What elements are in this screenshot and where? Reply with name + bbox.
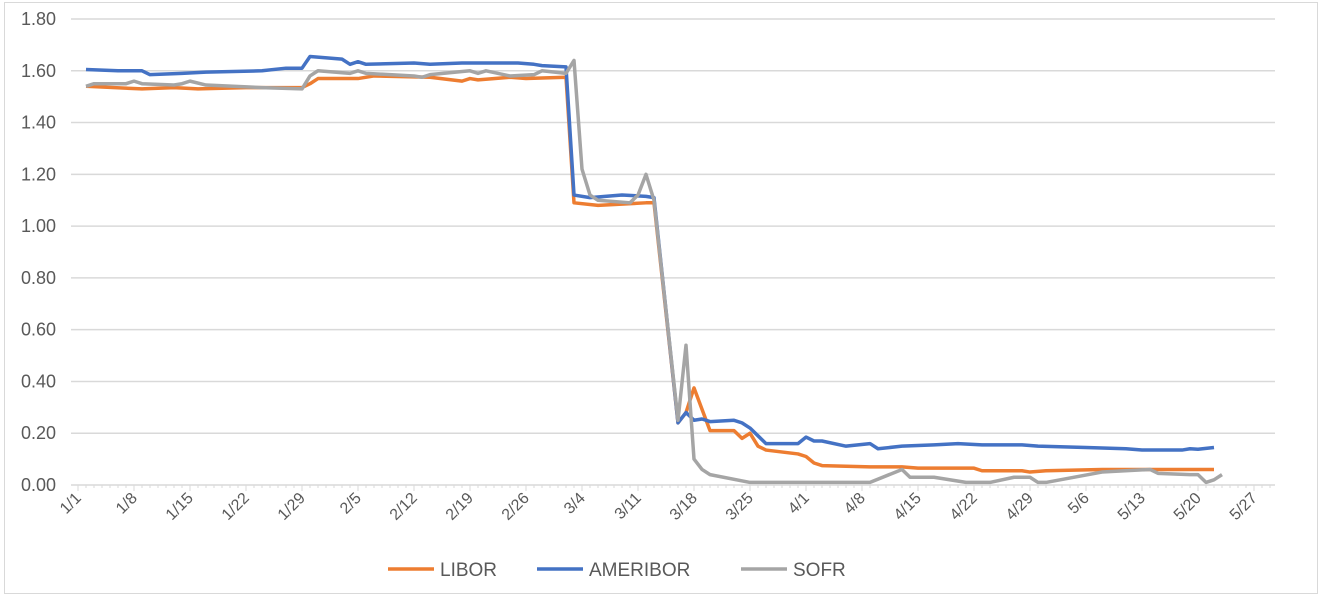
x-tick-label: 4/22: [947, 490, 981, 524]
x-tick-label: 5/20: [1171, 490, 1205, 524]
chart-frame: [4, 2, 1318, 594]
y-tick-label: 1.60: [21, 61, 56, 81]
x-tick-label: 3/18: [667, 490, 701, 524]
series-line-ameribor: [85, 54, 1215, 452]
x-tick-label: 4/1: [785, 490, 813, 518]
x-tick-label: 1/29: [275, 490, 309, 524]
x-tick-label: 1/15: [163, 490, 197, 524]
y-tick-label: 0.60: [21, 320, 56, 340]
x-tick-label: 4/15: [891, 490, 925, 524]
y-tick-label: 1.40: [21, 113, 56, 133]
y-tick-label: 1.00: [21, 216, 56, 236]
legend-label: SOFR: [793, 560, 846, 581]
y-tick-label: 0.80: [21, 268, 56, 288]
y-tick-label: 0.40: [21, 371, 56, 391]
x-tick-label: 2/26: [499, 490, 533, 524]
x-tick-label: 2/5: [337, 490, 365, 518]
y-tick-label: 0.00: [21, 475, 56, 495]
series-line-libor: [85, 74, 1214, 474]
x-tick-label: 2/19: [443, 490, 477, 524]
legend-item-sofr: SOFR: [741, 560, 846, 581]
x-tick-label: 5/13: [1115, 490, 1149, 524]
x-tick-label: 5/27: [1227, 490, 1261, 524]
x-tick-label: 3/11: [612, 490, 645, 523]
series-line-sofr: [85, 58, 1223, 485]
y-tick-label: 0.20: [21, 423, 56, 443]
x-tick-label: 4/29: [1003, 490, 1037, 524]
y-tick-label: 1.80: [21, 9, 56, 29]
x-tick-label: 5/6: [1065, 490, 1093, 518]
legend-label: AMERIBOR: [589, 560, 690, 581]
legend-item-ameribor: AMERIBOR: [537, 560, 690, 581]
x-tick-label: 1/1: [57, 490, 85, 518]
y-tick-label: 1.20: [21, 164, 56, 184]
x-tick-label: 4/8: [841, 490, 869, 518]
x-tick-label: 1/22: [219, 490, 253, 524]
x-tick-label: 3/25: [723, 490, 757, 524]
x-tick-label: 3/4: [561, 490, 589, 518]
legend-item-libor: LIBOR: [388, 560, 497, 581]
x-tick-label: 1/8: [113, 490, 141, 518]
x-tick-label: 2/12: [387, 490, 421, 524]
legend-label: LIBOR: [440, 560, 497, 581]
